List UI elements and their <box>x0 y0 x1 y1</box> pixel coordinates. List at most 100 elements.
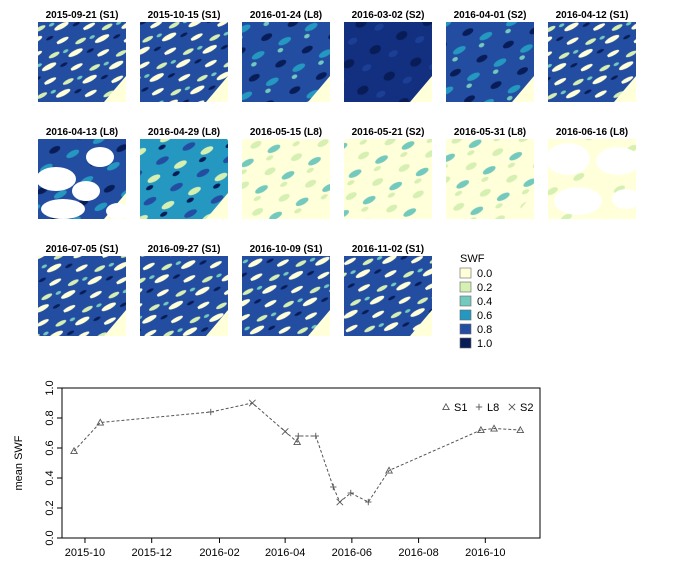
map-panel: 2016-03-02 (S2) <box>344 10 432 102</box>
data-point-s1 <box>516 425 525 434</box>
map-legend-label: 0.2 <box>477 282 492 294</box>
boundary-wedge <box>410 76 432 102</box>
boundary-wedge <box>308 193 330 219</box>
y-tick-label: 0.0 <box>44 530 56 545</box>
map-panel: 2016-10-09 (S1) <box>242 244 330 336</box>
map-panel-title: 2016-10-09 (S1) <box>250 244 323 255</box>
swf-map-image <box>548 22 636 102</box>
map-panel-title: 2016-04-13 (L8) <box>46 127 118 138</box>
data-point-s1 <box>70 446 78 455</box>
x-tick-label: 2016-08 <box>398 547 438 559</box>
series-line <box>73 402 521 503</box>
boundary-wedge <box>206 310 228 336</box>
map-panel-grid: 2015-09-21 (S1) 2015-10-15 (S1) 2016-01-24… <box>36 10 640 336</box>
swf-map-panels: 2015-09-21 (S1) 2015-10-15 (S1) 2016-01-24… <box>36 10 640 350</box>
data-point-l8 <box>312 432 319 440</box>
map-panel: 2016-05-31 (L8) <box>446 127 534 219</box>
data-point-l8 <box>347 489 354 497</box>
legend-marker-cross <box>508 403 516 411</box>
data-point-s1 <box>385 466 394 474</box>
map-panel-title: 2016-04-29 (L8) <box>148 127 220 138</box>
cloud-mask <box>106 203 130 219</box>
map-legend-swatch <box>459 337 472 349</box>
data-point-l8 <box>330 483 337 491</box>
data-point-s1 <box>490 424 499 432</box>
cloud-mask <box>41 199 85 219</box>
y-tick-label: 0.4 <box>44 470 56 485</box>
x-tick-label: 2016-02 <box>199 547 239 559</box>
legend-marker-plus <box>475 403 483 411</box>
boundary-wedge <box>104 76 126 102</box>
swf-map-image <box>140 139 228 219</box>
map-panel-title: 2016-05-15 (L8) <box>250 127 322 138</box>
map-panel: 2016-04-13 (L8) <box>36 127 130 219</box>
map-legend-swatch <box>459 295 472 307</box>
swf-map-image <box>344 139 432 219</box>
map-panel: 2016-01-24 (L8) <box>242 10 330 102</box>
map-panel: 2016-11-02 (S1) <box>344 244 432 336</box>
x-tick-label: 2016-10 <box>465 547 505 559</box>
map-panel-title: 2016-06-16 (L8) <box>556 127 628 138</box>
map-panel-title: 2016-03-02 (S2) <box>352 10 425 21</box>
map-panel-title: 2016-05-21 (S2) <box>352 127 425 138</box>
mean-swf-chart: 0.0 0.2 0.4 0.6 0.8 1.0 2015-10 2015-12 2016-02… <box>13 380 541 559</box>
swf-map-image <box>242 256 330 336</box>
map-panel: 2016-04-01 (S2) <box>446 10 534 102</box>
map-panel: 2016-04-12 (S1) <box>548 10 636 102</box>
map-panel: 2016-05-15 (L8) <box>242 127 330 219</box>
map-panel: 2016-05-21 (S2) <box>344 127 432 219</box>
map-panel-title: 2015-10-15 (S1) <box>148 10 221 21</box>
data-point-s2 <box>248 399 256 407</box>
map-panel-title: 2015-09-21 (S1) <box>46 10 119 21</box>
map-legend-swatch <box>459 323 472 335</box>
map-panel: 2016-06-16 (L8) <box>546 127 640 219</box>
map-legend-label: 0.8 <box>477 324 492 336</box>
boundary-wedge <box>206 76 228 102</box>
x-tick-label: 2015-10 <box>65 547 105 559</box>
boundary-wedge <box>308 310 330 336</box>
legend-marker-triangle <box>442 402 450 411</box>
series-line-path <box>73 402 521 503</box>
map-legend-label: 0.4 <box>477 296 492 308</box>
swf-map-image <box>38 256 126 336</box>
swf-map-image <box>344 22 432 102</box>
map-legend-label: 0.0 <box>477 268 492 280</box>
map-legend-swatch <box>459 281 472 293</box>
y-tick-label: 0.6 <box>44 440 56 455</box>
chart-legend: S1 L8 S2 <box>442 402 533 414</box>
data-point-l8 <box>365 498 372 506</box>
swf-map-image <box>446 22 534 102</box>
data-point-s2 <box>281 427 289 436</box>
cloud-mask <box>612 189 640 209</box>
map-legend-title: SWF <box>460 253 485 265</box>
y-tick-label: 0.8 <box>44 410 56 425</box>
cloud-mask <box>72 181 100 201</box>
x-tick-label: 2016-04 <box>265 547 305 559</box>
legend-item-s2: S2 <box>508 402 533 414</box>
map-legend-swatch <box>459 309 472 321</box>
swf-map-image <box>242 139 330 219</box>
data-point-l8 <box>295 432 302 440</box>
boundary-wedge <box>206 193 228 219</box>
map-legend: SWF 0.0 0.2 0.4 0.6 0.8 1.0 <box>459 253 492 350</box>
map-panel-title: 2016-09-27 (S1) <box>148 244 221 255</box>
boundary-wedge <box>512 76 534 102</box>
map-legend-label: 1.0 <box>477 338 492 350</box>
map-panel-title: 2016-05-31 (L8) <box>454 127 526 138</box>
map-legend-label: 0.6 <box>477 310 492 322</box>
x-tick-label: 2015-12 <box>132 547 172 559</box>
map-panel-title: 2016-04-01 (S2) <box>454 10 527 21</box>
boundary-wedge <box>104 310 126 336</box>
map-legend-swatch <box>459 267 472 279</box>
cloud-mask <box>554 187 602 215</box>
cloud-mask <box>86 147 114 167</box>
map-panel-title: 2016-07-05 (S1) <box>46 244 119 255</box>
map-panel: 2015-09-21 (S1) <box>38 10 126 102</box>
swf-map-image <box>344 256 432 336</box>
legend-item-s1: S1 <box>442 402 467 414</box>
data-point-l8 <box>207 408 214 416</box>
legend-label: S1 <box>454 402 467 414</box>
y-axis-label: mean SWF <box>13 435 25 490</box>
data-points <box>70 399 525 506</box>
data-point-s2 <box>336 498 344 506</box>
